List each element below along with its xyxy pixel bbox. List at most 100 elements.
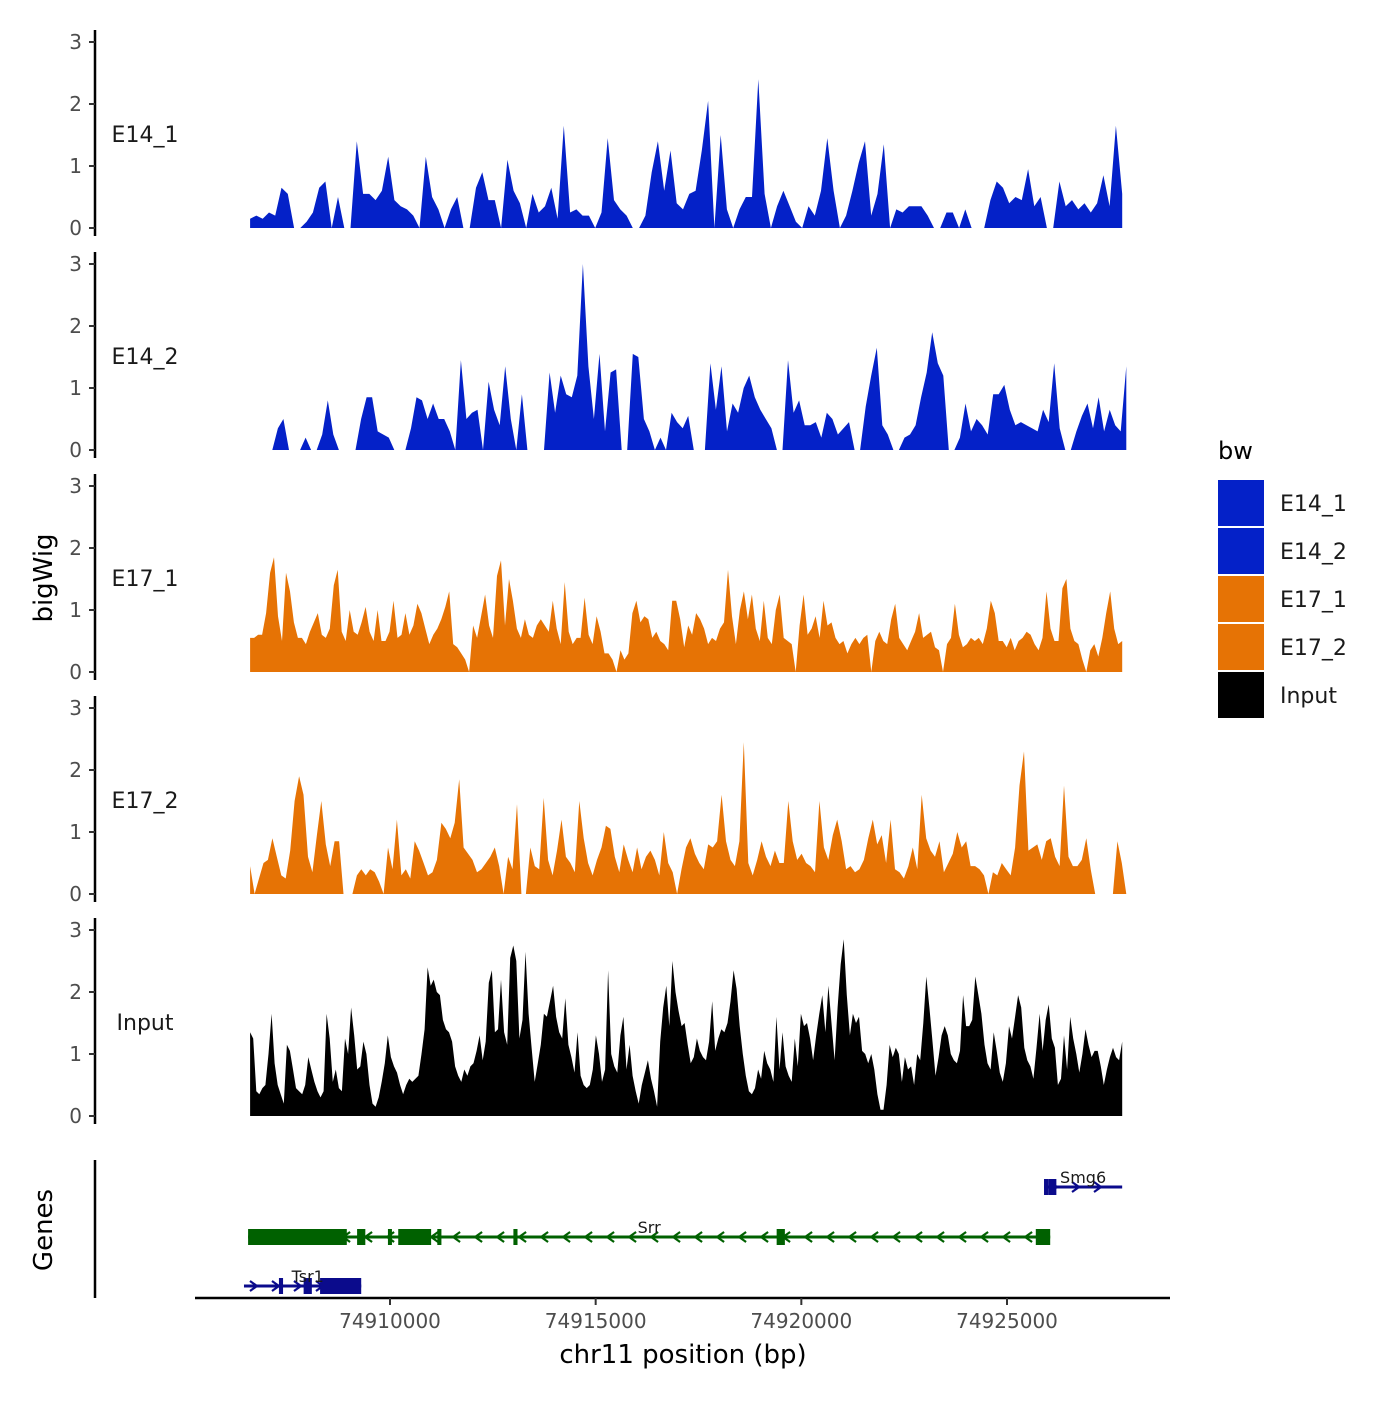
legend-label-Input: Input — [1280, 684, 1337, 709]
strand-arrow-Srr — [825, 1231, 835, 1243]
strand-arrow-Srr — [913, 1231, 923, 1243]
panel-label-E14_1: E14_1 — [112, 123, 179, 148]
y-tick-label-E14_1-3: 3 — [69, 30, 82, 54]
panel-label-Input: Input — [117, 1011, 174, 1036]
strand-arrow-Tsr1 — [293, 1280, 303, 1292]
strand-arrow-Srr — [451, 1231, 461, 1243]
y-tick-label-Input-2: 2 — [69, 980, 82, 1004]
coverage-tracks: 0 1 2 3 E14_1 0 1 2 3 E14_2 0 1 2 3 E17_1 0 1 2 3 E17_2 0 1 2 3… — [69, 30, 1127, 1128]
exon-Srr-6 — [513, 1229, 518, 1245]
y-tick-label-E17_1-0: 0 — [69, 660, 82, 684]
legend: bw E14_1 E14_2 E17_1 E17_2 Input — [1218, 437, 1347, 718]
coverage-area-Input — [250, 939, 1123, 1116]
track-Input: 0 1 2 3 Input — [69, 918, 1123, 1128]
exon-Srr-3 — [387, 1229, 392, 1245]
x-tick-label-74925000: 74925000 — [956, 1309, 1058, 1333]
strand-arrow-Srr — [759, 1231, 769, 1243]
y-tick-label-E14_2-3: 3 — [69, 252, 82, 276]
strand-arrow-Srr — [473, 1231, 483, 1243]
y-tick-label-E17_2-0: 0 — [69, 882, 82, 906]
y-tick-label-E14_2-1: 1 — [69, 376, 82, 400]
strand-arrow-Srr — [671, 1231, 681, 1243]
legend-swatch-Input — [1218, 672, 1264, 718]
strand-arrow-Smg6 — [1093, 1181, 1103, 1193]
legend-swatch-E14_2 — [1218, 528, 1264, 574]
gene-label-Tsr1: Tsr1 — [291, 1267, 324, 1286]
track-E14_1: 0 1 2 3 E14_1 — [69, 30, 1123, 240]
strand-arrow-Srr — [737, 1231, 747, 1243]
gene-Smg6: Smg6 — [1044, 1168, 1123, 1195]
strand-arrow-Srr — [583, 1231, 593, 1243]
strand-arrow-Srr — [539, 1231, 549, 1243]
legend-label-E17_2: E17_2 — [1280, 636, 1347, 661]
y-tick-label-E14_2-0: 0 — [69, 438, 82, 462]
x-axis-title: chr11 position (bp) — [559, 1340, 806, 1370]
y-tick-label-Input-3: 3 — [69, 918, 82, 942]
exon-Smg6-2 — [1048, 1179, 1057, 1195]
y-tick-label-Input-0: 0 — [69, 1104, 82, 1128]
x-tick-label-74920000: 74920000 — [750, 1309, 852, 1333]
strand-arrow-Srr — [1001, 1231, 1011, 1243]
exon-Tsr1-2 — [303, 1278, 312, 1294]
exon-Srr-4 — [398, 1229, 432, 1245]
y-axis-title: bigWig — [29, 533, 59, 622]
x-tick-label-74915000: 74915000 — [545, 1309, 647, 1333]
coverage-area-E14_1 — [250, 79, 1123, 228]
y-tick-label-E17_2-2: 2 — [69, 758, 82, 782]
genes-axis-title: Genes — [29, 1189, 59, 1271]
strand-arrow-Srr — [1023, 1231, 1033, 1243]
strand-arrow-Srr — [957, 1231, 967, 1243]
strand-arrow-Srr — [495, 1231, 505, 1243]
y-tick-label-E17_1-1: 1 — [69, 598, 82, 622]
exon-Srr-2 — [357, 1229, 366, 1245]
x-axis: 74910000 74915000 74920000 74925000 — [195, 1296, 1170, 1333]
y-tick-label-E14_1-2: 2 — [69, 92, 82, 116]
strand-arrow-Srr — [561, 1231, 571, 1243]
strand-arrow-Srr — [979, 1231, 989, 1243]
coverage-area-E17_1 — [250, 557, 1123, 672]
legend-label-E14_2: E14_2 — [1280, 540, 1347, 565]
y-tick-label-E17_2-1: 1 — [69, 820, 82, 844]
legend-swatch-E17_2 — [1218, 624, 1264, 670]
gene-label-Srr: Srr — [638, 1218, 661, 1237]
track-E17_2: 0 1 2 3 E17_2 — [69, 696, 1127, 906]
track-E14_2: 0 1 2 3 E14_2 — [69, 252, 1127, 462]
strand-arrow-Tsr1 — [249, 1280, 259, 1292]
y-tick-label-E14_2-2: 2 — [69, 314, 82, 338]
coverage-area-E14_2 — [250, 264, 1127, 450]
exon-Srr-7 — [776, 1229, 785, 1245]
y-tick-label-E17_1-3: 3 — [69, 474, 82, 498]
x-tick-label-74910000: 74910000 — [339, 1309, 441, 1333]
y-tick-label-Input-1: 1 — [69, 1042, 82, 1066]
y-tick-label-E17_2-3: 3 — [69, 696, 82, 720]
panel-label-E17_2: E17_2 — [112, 789, 179, 814]
strand-arrow-Srr — [935, 1231, 945, 1243]
track-E17_1: 0 1 2 3 E17_1 — [69, 474, 1123, 684]
strand-arrow-Srr — [627, 1231, 637, 1243]
legend-label-E14_1: E14_1 — [1280, 492, 1347, 517]
legend-title: bw — [1218, 437, 1253, 465]
strand-arrow-Srr — [847, 1231, 857, 1243]
legend-label-E17_1: E17_1 — [1280, 588, 1347, 613]
legend-swatch-E17_1 — [1218, 576, 1264, 622]
exon-Tsr1-1 — [278, 1278, 284, 1294]
panel-label-E17_1: E17_1 — [112, 567, 179, 592]
y-tick-label-E14_1-1: 1 — [69, 154, 82, 178]
coverage-area-E17_2 — [250, 742, 1127, 894]
strand-arrow-Srr — [605, 1231, 615, 1243]
gene-Tsr1: Tsr1 — [243, 1267, 362, 1294]
y-tick-label-E17_1-2: 2 — [69, 536, 82, 560]
strand-arrow-Srr — [869, 1231, 879, 1243]
strand-arrow-Srr — [517, 1231, 527, 1243]
strand-arrow-Srr — [891, 1231, 901, 1243]
exon-Smg6-1 — [1044, 1179, 1049, 1195]
y-tick-label-E14_1-0: 0 — [69, 216, 82, 240]
strand-arrow-Srr — [649, 1231, 659, 1243]
strand-arrow-Srr — [693, 1231, 703, 1243]
gene-Srr: Srr — [248, 1218, 1051, 1245]
gene-label-Smg6: Smg6 — [1060, 1168, 1106, 1187]
panel-label-E14_2: E14_2 — [112, 345, 179, 370]
strand-arrow-Srr — [715, 1231, 725, 1243]
